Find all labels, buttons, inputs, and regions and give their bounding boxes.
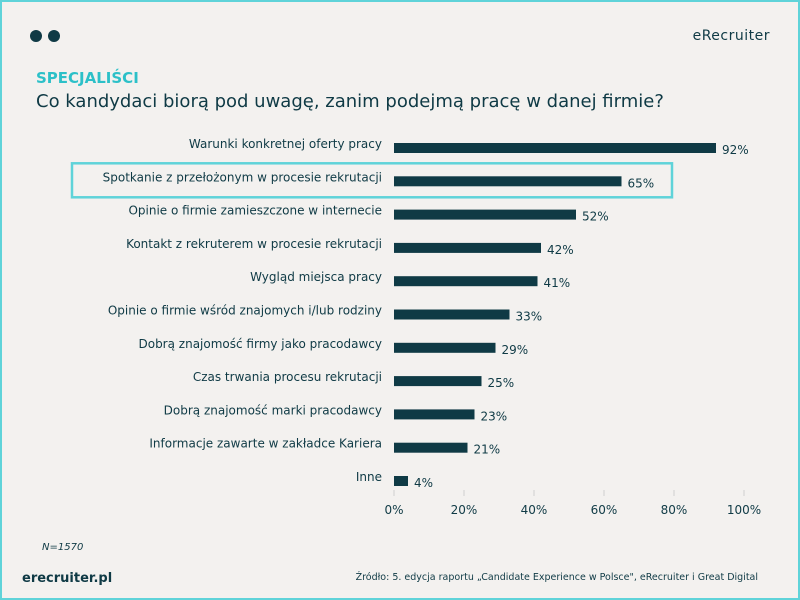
data-label: 29% [502,343,529,357]
highlight-box [70,162,674,199]
dot-icon [30,30,42,42]
data-label: 52% [582,210,609,224]
chart-title: Co kandydaci biorą pod uwagę, zanim pode… [36,91,664,112]
bar [394,276,538,287]
category-label: Opinie o firmie zamieszczone w interneci… [128,204,382,218]
bar [394,376,482,387]
data-label: 33% [516,310,543,324]
data-label: 25% [488,376,515,390]
chart-subtitle: SPECJALIŚCI [36,69,139,87]
sample-size: N=1570 [42,542,84,553]
bar [394,342,496,353]
brand-logo: eRecruiter [692,28,770,44]
bar [394,442,468,453]
bar [394,409,475,420]
data-label: 65% [628,176,655,190]
data-label: 23% [481,409,508,423]
decorative-dots [30,30,60,42]
source-note: Źródło: 5. edycja raportu „Candidate Exp… [355,572,758,583]
data-label: 92% [722,143,749,157]
data-label: 41% [544,276,571,290]
category-label: Kontakt z rekruterem w procesie rekrutac… [126,237,382,251]
data-label: 21% [474,443,501,457]
bar [394,209,576,220]
bar [394,242,541,253]
category-label: Spotkanie z przełożonym w procesie rekru… [103,170,382,184]
x-tick-label: 20% [451,503,478,517]
category-label: Dobrą znajomość marki pracodawcy [164,403,382,417]
bar [394,143,716,153]
x-tick-label: 80% [661,503,688,517]
bar [394,176,622,187]
category-label: Warunki konkretnej oferty pracy [189,137,382,151]
x-tick-label: 100% [727,503,761,517]
data-label: 4% [414,476,433,490]
dot-icon [48,30,60,42]
category-label: Czas trwania procesu rekrutacji [193,370,382,384]
category-label: Informacje zawarte w zakładce Kariera [149,437,382,451]
category-label: Inne [356,470,382,484]
category-label: Opinie o firmie wśród znajomych i/lub ro… [108,304,382,318]
category-label: Dobrą znajomość firmy jako pracodawcy [138,337,382,351]
x-tick-label: 40% [521,503,548,517]
category-label: Wygląd miejsca pracy [250,270,382,284]
bar [394,309,510,320]
data-label: 42% [547,243,574,257]
bar [394,476,408,486]
x-tick-label: 60% [591,503,618,517]
website-link[interactable]: erecruiter.pl [22,571,113,586]
x-tick-label: 0% [384,503,403,517]
